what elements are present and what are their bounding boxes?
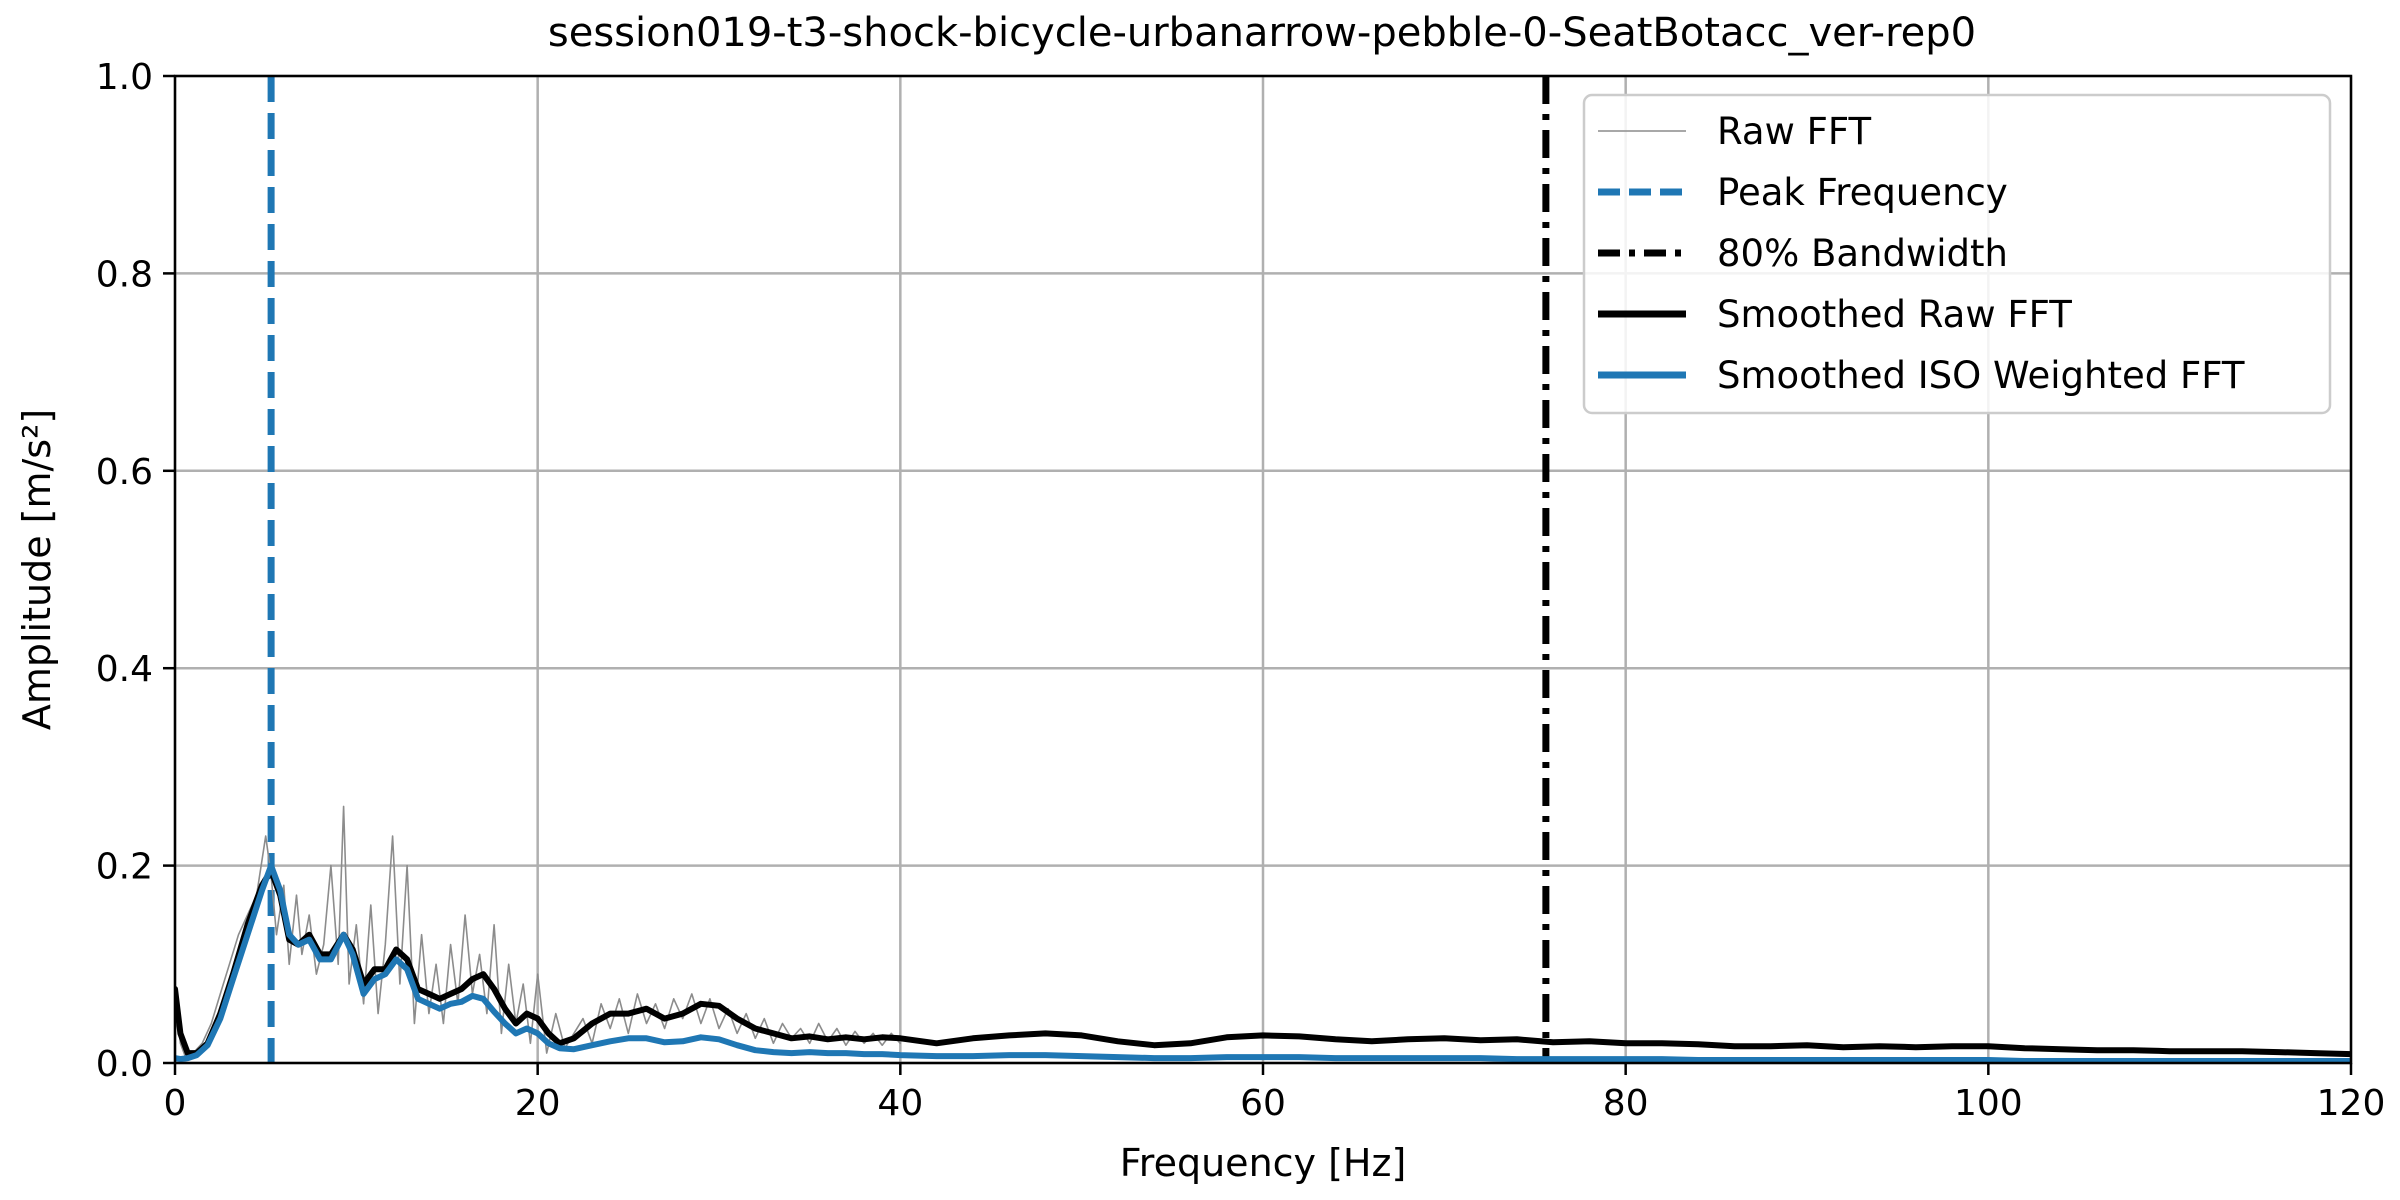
y-axis-label: Amplitude [m/s²] — [15, 409, 59, 730]
x-tick-label: 40 — [877, 1083, 923, 1124]
x-tick-label: 120 — [2317, 1083, 2386, 1124]
x-axis-label: Frequency [Hz] — [1120, 1141, 1407, 1185]
series-layer — [175, 805, 2351, 1063]
legend-box — [1582, 93, 2332, 415]
x-tick-label: 60 — [1240, 1083, 1286, 1124]
y-tick-label: 0.6 — [96, 452, 153, 493]
x-tick-label: 0 — [164, 1083, 187, 1124]
tick-layer: 0 20 40 60 80 100 120 0.0 0.2 0.4 0.6 0.8 1.0 — [96, 57, 2386, 1124]
x-tick-label: 80 — [1603, 1083, 1649, 1124]
y-tick-label: 1.0 — [96, 57, 153, 98]
legend-label-peak-frequency: Peak Frequency — [1717, 171, 2008, 214]
y-tick-label: 0.0 — [96, 1044, 153, 1085]
smoothed-iso-weighted-fft-line — [175, 862, 2351, 1063]
legend-label-80-bandwidth: 80% Bandwidth — [1717, 232, 2008, 275]
x-tick-label: 100 — [1954, 1083, 2023, 1124]
legend: Raw FFT Peak Frequency 80% Bandwidth Smooth… — [1582, 93, 2332, 415]
raw-fft-line — [175, 805, 902, 1059]
legend-label-smoothed-iso-weighted-fft: Smoothed ISO Weighted FFT — [1717, 354, 2245, 397]
legend-label-smoothed-raw-fft: Smoothed Raw FFT — [1717, 293, 2072, 336]
y-tick-label: 0.4 — [96, 649, 153, 690]
legend-label-raw-fft: Raw FFT — [1717, 110, 1872, 153]
y-tick-label: 0.2 — [96, 847, 153, 888]
plot-area — [175, 805, 2351, 1063]
x-tick-label: 20 — [515, 1083, 561, 1124]
reference-lines — [267, 76, 1550, 1063]
y-tick-label: 0.8 — [96, 254, 153, 295]
chart-title: session019-t3-shock-bicycle-urbanarrow-p… — [548, 10, 1976, 56]
